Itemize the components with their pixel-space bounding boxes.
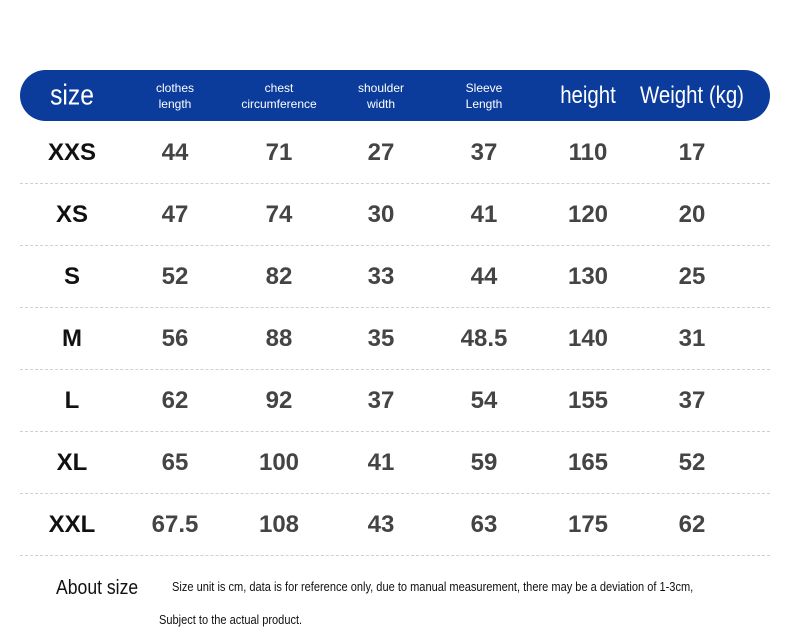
cell-value: 25 [678, 263, 706, 290]
header-text: Sleeve [465, 80, 503, 95]
header-text: size [50, 79, 94, 112]
cell-value: 31 [678, 325, 706, 352]
cell-value: 52 [161, 263, 189, 290]
cell-value: 65 [161, 449, 189, 476]
header-text: shoulder [357, 80, 405, 95]
cell-value: 175 [567, 511, 609, 538]
cell-value: 37 [678, 387, 706, 414]
row-separator [20, 245, 770, 246]
cell-value: 108 [258, 511, 300, 538]
header-text: length [158, 97, 192, 111]
cell-value: 67.5 [151, 511, 199, 538]
cell-value: 140 [567, 325, 609, 352]
header-cell: chest circumference [241, 80, 316, 112]
cell-value: 88 [265, 325, 293, 352]
size-label: M [62, 325, 82, 352]
cell-value: 54 [470, 387, 498, 414]
header-cell: size [50, 76, 94, 115]
cell-value: 100 [258, 449, 300, 476]
header-text: circumference [241, 97, 317, 111]
header-cell: Weight (kg) [640, 80, 744, 112]
cell-value: 44 [161, 139, 189, 166]
row-separator [20, 307, 770, 308]
cell-value: 17 [678, 139, 706, 166]
cell-value: 44 [470, 263, 498, 290]
cell-value: 120 [567, 201, 609, 228]
footer-label: About size [56, 577, 139, 599]
row-separator [20, 431, 770, 432]
footer-note: Size unit is cm, data is for reference o… [172, 579, 694, 594]
cell-value: 155 [567, 387, 609, 414]
cell-value: 92 [265, 387, 293, 414]
cell-value: 52 [678, 449, 706, 476]
size-label: XS [55, 201, 89, 228]
cell-value: 43 [367, 511, 395, 538]
row-separator [20, 555, 770, 556]
cell-value: 37 [367, 387, 395, 414]
row-separator [20, 493, 770, 494]
cell-value: 110 [568, 139, 608, 166]
cell-value: 59 [470, 449, 498, 476]
cell-value: 48.5 [460, 325, 508, 352]
row-separator [20, 183, 770, 184]
cell-value: 62 [678, 511, 706, 538]
cell-value: 20 [678, 201, 706, 228]
header-text: chest [264, 80, 294, 95]
cell-value: 33 [367, 263, 395, 290]
header-bar [20, 70, 770, 121]
footer-note: Subject to the actual product. [159, 612, 303, 627]
cell-value: 41 [367, 449, 395, 476]
cell-value: 56 [161, 325, 189, 352]
size-label: XXL [48, 511, 96, 538]
row-separator [20, 369, 770, 370]
cell-value: 47 [161, 201, 189, 228]
size-label: S [63, 263, 81, 290]
cell-value: 41 [470, 201, 498, 228]
cell-value: 71 [265, 139, 293, 166]
cell-value: 30 [367, 201, 395, 228]
cell-value: 63 [470, 511, 498, 538]
header-text: height [560, 81, 616, 109]
header-cell: clothes length [156, 80, 194, 112]
cell-value: 130 [567, 263, 609, 290]
header-text: width [366, 97, 395, 111]
cell-value: 35 [367, 325, 395, 352]
cell-value: 62 [161, 387, 189, 414]
header-cell: Sleeve Length [466, 80, 503, 112]
cell-value: 165 [567, 449, 609, 476]
cell-value: 82 [265, 263, 293, 290]
cell-value: 37 [470, 139, 498, 166]
size-label: L [64, 387, 80, 414]
header-cell: shoulder width [358, 80, 404, 112]
cell-value: 27 [367, 139, 395, 166]
header-text: clothes [155, 80, 195, 95]
header-text: Weight (kg) [640, 81, 744, 109]
size-label: XXS [47, 139, 97, 166]
size-label: XL [56, 449, 88, 476]
cell-value: 74 [265, 201, 293, 228]
header-cell: height [560, 80, 616, 112]
header-text: Length [465, 97, 503, 111]
